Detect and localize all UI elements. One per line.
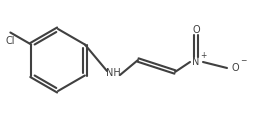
Text: +: + xyxy=(200,50,206,59)
Text: N: N xyxy=(192,57,200,67)
Text: Cl: Cl xyxy=(6,36,15,45)
Text: O: O xyxy=(192,25,200,35)
Text: −: − xyxy=(240,56,246,66)
Text: O: O xyxy=(231,63,239,73)
Text: NH: NH xyxy=(106,68,120,78)
